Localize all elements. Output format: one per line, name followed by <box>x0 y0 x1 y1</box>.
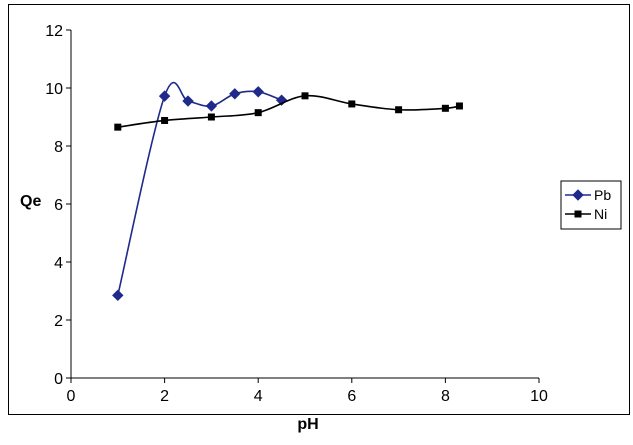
legend-label-pb: Pb <box>594 187 611 203</box>
axes: 0 2 4 6 8 10 12 0 2 4 6 8 10 <box>45 23 548 405</box>
data-point-pb <box>205 100 218 112</box>
data-point-pb <box>229 88 241 100</box>
data-point-ni <box>348 100 356 108</box>
legend-marker-pb <box>572 189 584 201</box>
data-point-pb <box>252 86 264 98</box>
legend-label-ni: Ni <box>594 206 607 222</box>
x-axis-title: pH <box>297 416 318 433</box>
y-axis-title: Qe <box>20 193 41 210</box>
data-point-ni <box>114 123 122 131</box>
data-point-ni <box>207 113 215 121</box>
chart: 0 2 4 6 8 10 12 0 2 4 6 8 10 Qe pH Pb Ni <box>8 4 630 433</box>
data-point-ni <box>395 106 403 114</box>
y-tick-label: 8 <box>54 139 63 156</box>
x-tick-label: 4 <box>254 388 263 405</box>
chart-frame: 0 2 4 6 8 10 12 0 2 4 6 8 10 Qe pH Pb Ni <box>8 4 630 438</box>
data-point-ni <box>301 92 309 100</box>
data-point-ni <box>254 109 262 117</box>
data-point-pb <box>158 90 171 102</box>
y-tick-label: 10 <box>45 81 63 98</box>
series-ni <box>114 92 463 131</box>
data-point-ni <box>161 116 169 124</box>
x-tick-label: 8 <box>441 388 450 405</box>
x-tick-label: 10 <box>530 388 548 405</box>
x-tick-label: 6 <box>347 388 356 405</box>
y-tick-label: 0 <box>54 371 63 388</box>
y-tick-label: 6 <box>54 197 63 214</box>
x-tick-label: 2 <box>160 388 169 405</box>
legend: Pb Ni <box>560 180 622 230</box>
x-tick-label: 0 <box>67 388 76 405</box>
y-tick-label: 4 <box>54 255 63 272</box>
data-point-ni <box>441 104 449 112</box>
y-tick-label: 12 <box>45 23 63 40</box>
data-point-ni <box>455 102 463 110</box>
series-layer <box>112 81 463 302</box>
series-pb <box>112 81 288 302</box>
legend-box <box>560 180 622 230</box>
legend-marker-ni <box>574 210 582 218</box>
data-point-pb <box>112 289 124 302</box>
y-tick-label: 2 <box>54 313 63 330</box>
chart-area-border <box>8 4 630 415</box>
data-point-pb <box>182 95 194 107</box>
